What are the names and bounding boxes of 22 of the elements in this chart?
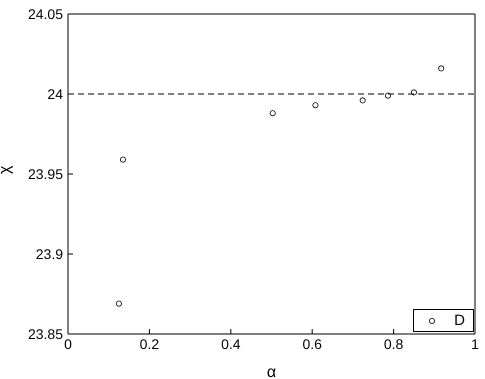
point [384, 92, 391, 99]
point [438, 65, 444, 72]
y-tick-label: 23.95 [28, 166, 64, 182]
y-tick-label: 23.9 [36, 246, 64, 262]
y-axis-title: χ [0, 165, 14, 174]
x-tick-label: 0.2 [140, 336, 160, 352]
x-tick-label: 0 [64, 336, 72, 352]
point [312, 102, 318, 108]
point [270, 110, 276, 116]
y-tick-label: 23.85 [28, 326, 64, 342]
x-tick-label: 1 [471, 336, 480, 352]
point [120, 156, 126, 163]
x-tick-label: 0.4 [221, 336, 241, 352]
x-tick-label: 0.8 [384, 336, 404, 352]
x-tick-label: 0.6 [302, 336, 322, 352]
y-tick-label: 24.05 [28, 6, 64, 22]
point [410, 89, 417, 96]
point [116, 300, 122, 307]
point [360, 97, 366, 104]
y-tick-label: 24 [47, 86, 64, 102]
x-axis-title: α [266, 364, 276, 379]
legend-label: D [454, 312, 466, 329]
